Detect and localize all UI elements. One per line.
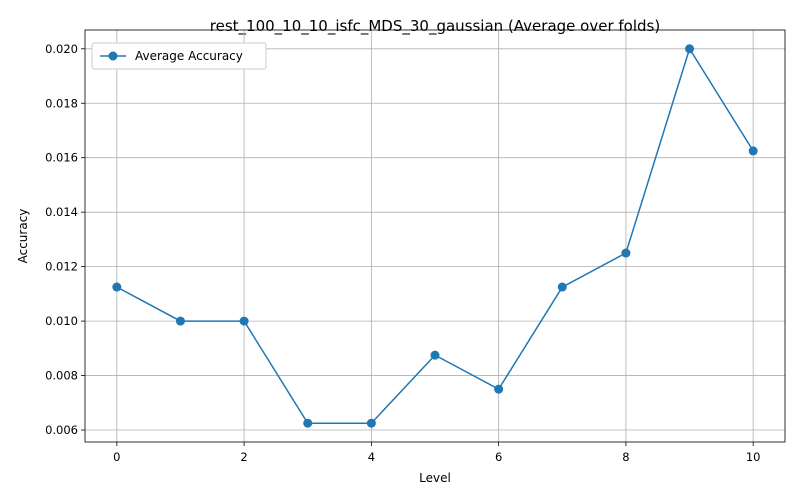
data-point — [303, 418, 313, 428]
y-tick-label: 0.010 — [45, 314, 78, 328]
data-point — [239, 316, 249, 326]
grid-lines — [85, 30, 785, 442]
legend-box — [91, 42, 267, 70]
x-axis-label: Level — [419, 471, 451, 485]
axis-ticks: 0 2 4 6 8 10 0.006 0.008 0.010 0.012 0.014 0.016 0.0… — [45, 42, 760, 464]
x-tick-label: 6 — [495, 450, 502, 464]
x-tick-label: 10 — [746, 450, 761, 464]
plot-frame — [84, 29, 786, 443]
y-tick-label: 0.006 — [45, 423, 78, 437]
y-tick-label: 0.016 — [45, 151, 78, 165]
legend-marker — [108, 51, 118, 61]
legend: Average Accuracy — [91, 42, 267, 70]
data-point — [557, 282, 567, 292]
data-point — [748, 146, 758, 156]
y-tick-label: 0.012 — [45, 260, 78, 274]
y-tick-label: 0.020 — [45, 42, 78, 56]
x-tick-label: 2 — [240, 450, 247, 464]
plot-series — [112, 44, 758, 428]
y-axis-label: Accuracy — [16, 209, 30, 264]
x-tick-label: 8 — [622, 450, 629, 464]
y-tick-label: 0.018 — [45, 96, 78, 110]
x-tick-label: 0 — [113, 450, 120, 464]
chart-title: rest_100_10_10_isfc_MDS_30_gaussian (Ave… — [210, 17, 660, 36]
data-point — [685, 44, 695, 54]
data-point — [175, 316, 185, 326]
data-point — [621, 248, 631, 258]
data-point — [494, 384, 504, 394]
data-point — [112, 282, 122, 292]
y-tick-label: 0.008 — [45, 369, 78, 383]
legend-label: Average Accuracy — [135, 49, 243, 63]
data-point — [430, 350, 440, 360]
y-tick-label: 0.014 — [45, 205, 78, 219]
x-tick-label: 4 — [368, 450, 375, 464]
data-point — [366, 418, 376, 428]
